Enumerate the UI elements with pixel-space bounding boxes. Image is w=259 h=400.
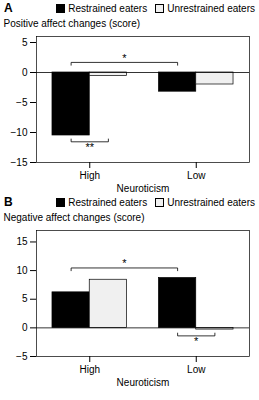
svg-text:High: High bbox=[79, 364, 100, 375]
svg-text:15: 15 bbox=[16, 236, 28, 247]
html-text:Restrained eaters: Restrained eaters bbox=[68, 2, 148, 14]
svg-text:Neuroticism: Neuroticism bbox=[117, 183, 170, 194]
svg-text:−10: −10 bbox=[11, 127, 28, 138]
svg-text:−5: −5 bbox=[16, 97, 28, 108]
html-text:Unrestrained eaters: Unrestrained eaters bbox=[167, 196, 255, 208]
svg-text:*: * bbox=[122, 257, 127, 269]
svg-text:High: High bbox=[79, 170, 100, 181]
svg-text:−15: −15 bbox=[11, 157, 28, 168]
html-text:Unrestrained eaters: Unrestrained eaters bbox=[167, 2, 255, 14]
svg-text:0: 0 bbox=[22, 322, 28, 333]
svg-text:Low: Low bbox=[187, 170, 206, 181]
svg-text:5: 5 bbox=[22, 37, 28, 48]
svg-text:Positive affect changes (score: Positive affect changes (score) bbox=[4, 18, 141, 29]
svg-text:0: 0 bbox=[22, 67, 28, 78]
svg-text:5: 5 bbox=[22, 293, 28, 304]
svg-text:**: ** bbox=[85, 141, 94, 153]
svg-text:10: 10 bbox=[16, 265, 28, 276]
svg-text:Negative affect changes (score: Negative affect changes (score) bbox=[4, 212, 145, 223]
svg-text:Neuroticism: Neuroticism bbox=[117, 377, 170, 388]
svg-text:Low: Low bbox=[187, 364, 206, 375]
svg-text:*: * bbox=[122, 52, 127, 64]
html-text:A: A bbox=[4, 1, 13, 15]
html-text:Restrained eaters: Restrained eaters bbox=[68, 196, 148, 208]
svg-text:*: * bbox=[194, 335, 199, 347]
html-text:B: B bbox=[4, 195, 13, 209]
svg-text:−5: −5 bbox=[16, 351, 28, 362]
